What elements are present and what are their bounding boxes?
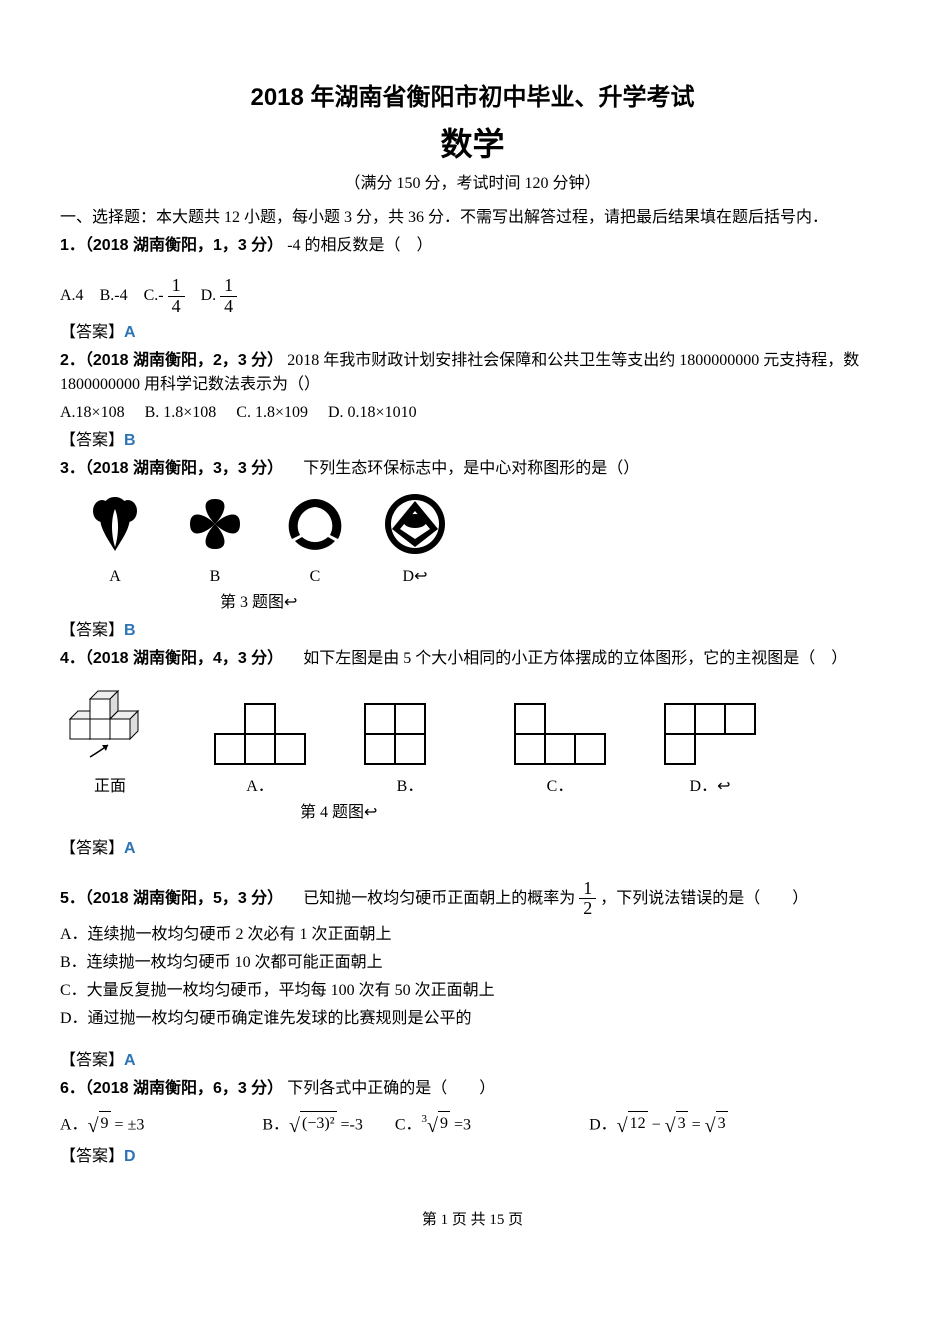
q6-sqrt-c: 3√9	[422, 1111, 450, 1141]
q5-text-after: ，下列说法错误的是（ ）	[600, 890, 808, 907]
q6-answer: D	[124, 1148, 136, 1165]
q3-label-c: C	[280, 565, 350, 589]
q1-answer-label: 【答案】	[60, 324, 124, 341]
q1-choice-d-label: D.	[201, 287, 217, 304]
q5-choice-c: C．大量反复抛一枚均匀硬币，平均每 100 次有 50 次正面朝上	[60, 979, 885, 1003]
question-1: 1．（2018 湖南衡阳，1，3 分） -4 的相反数是（ ）	[60, 234, 885, 258]
q3-label-b: B	[180, 565, 250, 589]
q5-frac: 1 2	[579, 879, 596, 920]
q4-label-c: C．	[510, 775, 610, 799]
front-view-c-icon	[510, 699, 610, 769]
q3-answer: B	[124, 622, 136, 639]
q6-answer-label: 【答案】	[60, 1148, 124, 1165]
q6-text: 下列各式中正确的是（ ）	[287, 1080, 495, 1097]
page-footer: 第 1 页 共 15 页	[60, 1209, 885, 1232]
q4-choice-a: A．	[210, 699, 310, 799]
q1-choices: A.4 B.-4 C.- 1 4 D. 1 4	[60, 276, 885, 317]
q2-answer-label: 【答案】	[60, 432, 124, 449]
q2-prefix: 2．（2018 湖南衡阳，2，3 分）	[60, 352, 283, 369]
q5-answer-line: 【答案】A	[60, 1049, 885, 1073]
q4-label-b: B．	[360, 775, 460, 799]
q4-caption: 第 4 题图↩	[60, 801, 885, 825]
q6-sqrt-b: √(−3)²	[289, 1111, 336, 1141]
q3-figure-c: C	[280, 489, 350, 589]
q6-sqrt-d2: √3	[665, 1111, 688, 1141]
q6-sqrt-d1: √12	[617, 1111, 648, 1141]
cube-3d-icon	[60, 679, 160, 769]
q3-text: 下列生态环保标志中，是中心对称图形的是（）	[287, 460, 639, 477]
q6-choices: A．√9 = ±3 B．√(−3)² =-3 C．3√9 =3 D．√12 − …	[60, 1111, 885, 1141]
exam-info: （满分 150 分，考试时间 120 分钟）	[60, 172, 885, 196]
q2-answer-line: 【答案】B	[60, 429, 885, 453]
q1-answer-line: 【答案】A	[60, 321, 885, 345]
q1-text: -4 的相反数是（ ）	[287, 237, 432, 254]
q4-3d-figure: 正面	[60, 679, 160, 799]
front-view-d-icon	[660, 699, 760, 769]
q2-choice-c: C. 1.8×109	[236, 404, 308, 421]
q3-answer-line: 【答案】B	[60, 619, 885, 643]
q3-caption: 第 3 题图↩	[60, 591, 885, 615]
page-title: 2018 年湖南省衡阳市初中毕业、升学考试	[60, 80, 885, 116]
q5-text-before: 已知抛一枚均匀硬币正面朝上的概率为	[287, 890, 575, 907]
q4-choice-b: B．	[360, 699, 460, 799]
q3-label-d: D↩	[380, 565, 450, 589]
eco-logo-d-icon	[380, 489, 450, 559]
q3-figure-a: A	[80, 489, 150, 589]
q4-text: 如下左图是由 5 个大小相同的小正方体摆成的立体图形，它的主视图是（ ）	[287, 650, 847, 667]
q1-choice-a: A.4	[60, 287, 84, 304]
q2-choice-d: D. 0.18×1010	[328, 404, 417, 421]
question-3: 3．（2018 湖南衡阳，3，3 分） 下列生态环保标志中，是中心对称图形的是（…	[60, 457, 885, 481]
q6-prefix: 6．（2018 湖南衡阳，6，3 分）	[60, 1080, 283, 1097]
q2-choice-b: B. 1.8×108	[145, 404, 217, 421]
q3-figure-row: A B C D↩	[80, 489, 885, 589]
q1-frac-c: 1 4	[168, 276, 185, 317]
q1-choice-b: B.-4	[100, 287, 128, 304]
q2-answer: B	[124, 432, 136, 449]
question-6: 6．（2018 湖南衡阳，6，3 分） 下列各式中正确的是（ ）	[60, 1077, 885, 1101]
section1-instructions: 一、选择题：本大题共 12 小题，每小题 3 分，共 36 分．不需写出解答过程…	[60, 206, 885, 230]
q3-figure-d: D↩	[380, 489, 450, 589]
q6-sqrt-a: √9	[88, 1111, 111, 1141]
q6-sqrt-d3: √3	[705, 1111, 728, 1141]
q3-prefix: 3．（2018 湖南衡阳，3，3 分）	[60, 460, 283, 477]
q5-answer: A	[124, 1052, 136, 1069]
q1-answer: A	[124, 324, 136, 341]
q2-choice-a: A.18×108	[60, 404, 125, 421]
question-2: 2．（2018 湖南衡阳，2，3 分） 2018 年我市财政计划安排社会保障和公…	[60, 349, 885, 397]
q6-answer-line: 【答案】D	[60, 1145, 885, 1169]
front-view-a-icon	[210, 699, 310, 769]
q1-frac-d: 1 4	[220, 276, 237, 317]
q4-choice-d: D．↩	[660, 699, 760, 799]
q3-figure-b: B	[180, 489, 250, 589]
q5-prefix: 5．（2018 湖南衡阳，5，3 分）	[60, 890, 283, 907]
q5-choice-d: D．通过抛一枚均匀硬币确定谁先发球的比赛规则是公平的	[60, 1007, 885, 1031]
q4-choice-c: C．	[510, 699, 610, 799]
q4-label-a: A．	[210, 775, 310, 799]
eco-logo-b-icon	[180, 489, 250, 559]
q4-figure-row: 正面 A． B． C．	[60, 679, 885, 799]
q2-choices: A.18×108 B. 1.8×108 C. 1.8×109 D. 0.18×1…	[60, 401, 885, 425]
page-subject: 数学	[60, 120, 885, 168]
front-view-b-icon	[360, 699, 460, 769]
q5-answer-label: 【答案】	[60, 1052, 124, 1069]
q1-choice-c-label: C.-	[144, 287, 164, 304]
eco-logo-a-icon	[80, 489, 150, 559]
question-4: 4．（2018 湖南衡阳，4，3 分） 如下左图是由 5 个大小相同的小正方体摆…	[60, 647, 885, 671]
q3-answer-label: 【答案】	[60, 622, 124, 639]
q3-label-a: A	[80, 565, 150, 589]
q4-answer-line: 【答案】A	[60, 837, 885, 861]
q4-answer: A	[124, 840, 136, 857]
eco-logo-c-icon	[280, 489, 350, 559]
q4-label-d: D．↩	[660, 775, 760, 799]
q4-prefix: 4．（2018 湖南衡阳，4，3 分）	[60, 650, 283, 667]
question-5: 5．（2018 湖南衡阳，5，3 分） 已知抛一枚均匀硬币正面朝上的概率为 1 …	[60, 879, 885, 920]
q1-prefix: 1．（2018 湖南衡阳，1，3 分）	[60, 237, 283, 254]
q4-front-label: 正面	[60, 775, 160, 799]
q4-answer-label: 【答案】	[60, 840, 124, 857]
q5-choice-a: A．连续抛一枚均匀硬币 2 次必有 1 次正面朝上	[60, 923, 885, 947]
q5-choice-b: B．连续抛一枚均匀硬币 10 次都可能正面朝上	[60, 951, 885, 975]
